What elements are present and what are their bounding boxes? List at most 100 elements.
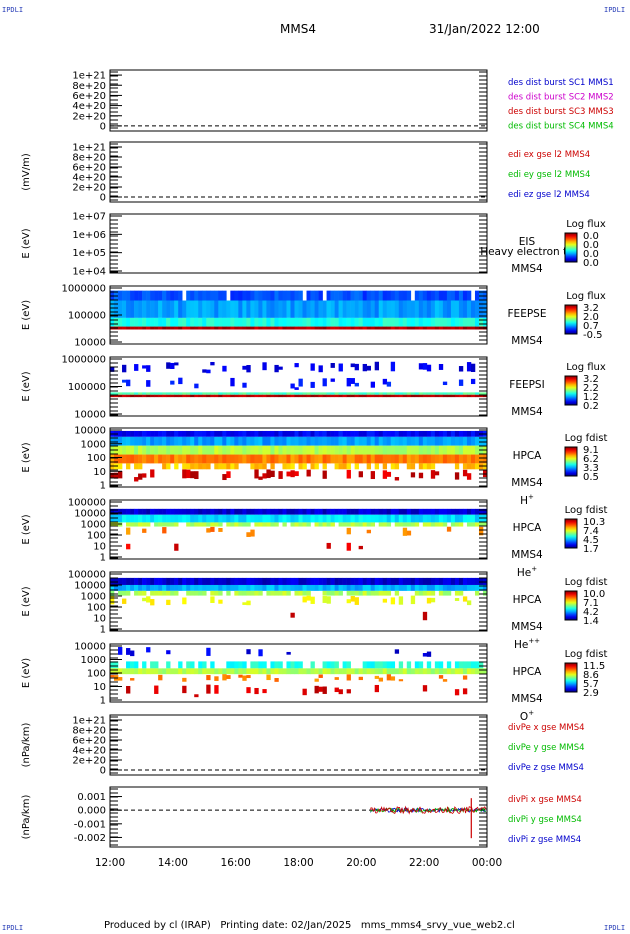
- spectrogram-cell: [246, 436, 251, 446]
- spectrogram-cell: [174, 508, 179, 515]
- spectrogram-cell: [362, 300, 367, 318]
- spectrogram-cell: [266, 577, 271, 585]
- spectrogram-cell: [358, 392, 363, 395]
- spectrogram-cell: [406, 577, 412, 585]
- spectrogram-cell: [142, 661, 147, 669]
- spectrogram-cell: [318, 514, 323, 523]
- spectrogram-cell: [366, 365, 371, 371]
- spectrogram-cell: [358, 676, 363, 681]
- spectrogram-cell: [474, 394, 480, 398]
- spectrogram-cell: [142, 436, 147, 446]
- spectrogram-cell: [222, 674, 227, 681]
- spectrogram-cell: [286, 430, 291, 437]
- spectrogram-cell: [418, 445, 424, 455]
- spectrogram-cell: [194, 445, 199, 455]
- spectrogram-cell: [166, 445, 171, 455]
- spectrogram-cell: [190, 290, 195, 301]
- spectrogram-cell: [170, 436, 175, 446]
- spectrogram-cell: [130, 326, 135, 330]
- spectrogram-cell: [146, 380, 151, 387]
- ytick-label: 10000: [74, 581, 106, 592]
- spectrogram-cell: [178, 508, 183, 515]
- spectrogram-cell: [222, 577, 227, 585]
- spectrogram-cell: [462, 688, 468, 695]
- spectrogram-cell: [146, 584, 151, 591]
- spectrogram-cell: [130, 317, 135, 327]
- spectrogram-cell: [178, 317, 183, 327]
- colorbar: [564, 662, 578, 693]
- spectrogram-cell: [422, 514, 428, 523]
- spectrogram-cell: [142, 590, 147, 596]
- spectrogram-cell: [478, 394, 484, 398]
- spectrogram-cell: [370, 577, 375, 585]
- colorbar-value: 3.3: [583, 463, 599, 474]
- spectrogram-cell: [290, 612, 295, 618]
- spectrogram-cell: [374, 514, 380, 523]
- spectrogram-cell: [270, 326, 275, 330]
- spectrogram-cell: [414, 514, 420, 523]
- spectrogram-cell: [134, 508, 139, 515]
- spectrogram-cell: [166, 522, 171, 527]
- spectrogram-cell: [418, 661, 424, 669]
- spectrogram-cell: [294, 300, 299, 318]
- spectrogram-cell: [154, 584, 159, 591]
- spectrogram-cell: [390, 676, 396, 681]
- spectrogram-cell: [142, 365, 147, 369]
- spectrogram-cell: [250, 392, 255, 395]
- spectrogram-cell: [174, 300, 179, 318]
- spectrogram-cell: [410, 577, 416, 585]
- spectrogram-cell: [302, 430, 307, 437]
- spectrogram-cell: [470, 668, 476, 675]
- spectrogram-cell: [138, 300, 143, 318]
- spectrogram-cell: [462, 508, 468, 515]
- spectrogram-cell: [334, 508, 339, 515]
- colorbar-value: 10.3: [583, 517, 605, 528]
- spectrogram-cell: [138, 326, 143, 330]
- spectrogram-cell: [190, 392, 195, 395]
- spectrogram-cell: [126, 300, 131, 318]
- spectrogram-cell: [330, 317, 335, 327]
- spectrogram-cell: [138, 508, 143, 515]
- spectrogram-cell: [430, 290, 436, 301]
- spectrogram-cell: [162, 527, 167, 534]
- spectrogram-cell: [438, 363, 444, 370]
- spectrogram-cell: [158, 668, 163, 675]
- spectrogram-cell: [290, 317, 295, 327]
- spectrogram-cell: [270, 577, 275, 585]
- spectrogram-cell: [122, 364, 127, 373]
- spectrogram-cell: [218, 590, 223, 596]
- spectrogram-cell: [202, 317, 207, 327]
- spectrogram-cell: [466, 577, 472, 585]
- spectrogram-cell: [418, 300, 424, 318]
- spectrogram-cell: [442, 514, 448, 523]
- spectrogram-cell: [122, 584, 127, 591]
- spectrogram-cell: [298, 590, 303, 596]
- spectrogram-cell: [142, 290, 147, 301]
- spectrogram-cell: [166, 661, 171, 669]
- spectrogram-cell: [374, 675, 380, 679]
- spectrogram-cell: [250, 661, 255, 669]
- spectrogram-cell: [346, 317, 351, 327]
- ytick-label: 1000000: [61, 284, 106, 295]
- spectrogram-cell: [246, 600, 251, 606]
- spectrogram-cell: [186, 290, 191, 301]
- spectrogram-cell: [238, 522, 243, 527]
- spectrogram-cell: [298, 436, 303, 446]
- spectrogram-cell: [266, 392, 271, 395]
- spectrogram-cell: [442, 590, 448, 596]
- spectrogram-cell: [446, 445, 452, 455]
- spectrogram-cell: [366, 430, 371, 437]
- spectrogram-cell: [358, 436, 363, 446]
- spectrogram-cell: [254, 317, 259, 327]
- spectrogram-cell: [114, 508, 119, 515]
- spectrogram-cell: [322, 463, 327, 470]
- spectrogram-cell: [458, 508, 464, 515]
- spectrogram-cell: [354, 392, 359, 395]
- spectrogram-cell: [254, 668, 259, 675]
- spectrogram-cell: [362, 392, 367, 395]
- spectrogram-cell: [214, 685, 219, 694]
- spectrogram-cell: [302, 317, 307, 327]
- spectrogram-cell: [354, 590, 359, 596]
- spectrogram-cell: [302, 392, 307, 395]
